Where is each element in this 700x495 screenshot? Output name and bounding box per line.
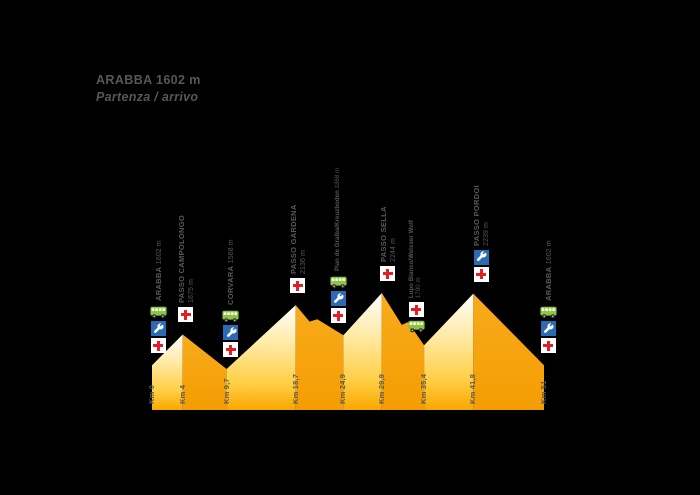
- first-aid-cross-icon: [178, 307, 194, 323]
- waypoint-altitude: 2244 m: [389, 238, 397, 262]
- waypoint-icon-stack: [289, 278, 306, 294]
- profile-face-orange: [381, 293, 425, 410]
- waypoint-label: ARABBA 1602 m: [544, 241, 554, 302]
- km-marker: Km 24,9: [338, 373, 348, 404]
- waypoint-altitude: 1780 m: [416, 277, 423, 299]
- km-marker: Km 9,7: [221, 378, 231, 404]
- shuttle-bus-icon: [539, 305, 557, 319]
- waypoint-name: CORVARA: [226, 265, 236, 305]
- first-aid-cross-icon: [540, 338, 556, 354]
- service-wrench-icon: [540, 321, 556, 337]
- waypoint-name: ARABBA: [153, 266, 163, 302]
- first-aid-cross-icon: [290, 278, 306, 294]
- waypoint-label: PASSO SELLA 2244 m: [379, 206, 398, 262]
- waypoint-label: CORVARA 1568 m: [226, 239, 236, 305]
- first-aid-cross-icon: [473, 266, 489, 282]
- km-marker: Km 51: [539, 380, 548, 404]
- waypoint-altitude: 2136 m: [299, 250, 307, 275]
- waypoint-name: Lupo Bianco/Weisser Wolf: [409, 220, 416, 299]
- waypoint-label: PASSO CAMPOLONGO 1875 m: [177, 215, 196, 303]
- waypoint-icon-stack: [408, 302, 425, 333]
- title-block: ARABBA 1602 m Partenza / arrivo: [96, 72, 201, 106]
- km-marker: Km 18,7: [290, 373, 300, 404]
- shuttle-bus-icon: [149, 305, 167, 319]
- shuttle-bus-icon: [408, 319, 425, 333]
- service-wrench-icon: [150, 321, 166, 337]
- waypoint-label: Plan de Gralba/Kreuzboden 1868 m: [335, 168, 342, 271]
- waypoint-name: PASSO PORDOI: [472, 184, 482, 246]
- service-wrench-icon: [330, 291, 346, 307]
- first-aid-cross-icon: [408, 302, 424, 318]
- waypoint-icon-stack: [379, 266, 396, 281]
- profile-face-light: [343, 293, 382, 410]
- profile-face-orange: [295, 305, 344, 410]
- profile-face-orange: [182, 334, 227, 410]
- waypoint-label: Lupo Bianco/Weisser Wolf 1780 m: [409, 220, 423, 298]
- service-wrench-icon: [473, 249, 489, 265]
- km-marker: Km 29,9: [376, 373, 386, 404]
- waypoint-name: PASSO GARDENA: [288, 204, 298, 275]
- waypoint-icon-stack: [330, 275, 347, 324]
- profile-face-light: [152, 334, 183, 410]
- waypoint-icon-stack: [177, 307, 194, 323]
- waypoint-name: PASSO SELLA: [378, 206, 388, 262]
- km-marker: Km 0: [147, 384, 156, 404]
- profile-face-orange: [473, 293, 544, 410]
- waypoint-name: ARABBA: [543, 266, 553, 302]
- service-wrench-icon: [223, 325, 239, 340]
- km-marker: Km 35,4: [419, 373, 429, 404]
- waypoint-altitude: 1602 m: [155, 240, 163, 265]
- first-aid-cross-icon: [223, 342, 239, 357]
- waypoint-altitude: 1568 m: [228, 239, 236, 264]
- profile-face-light: [226, 305, 296, 410]
- first-aid-cross-icon: [380, 266, 396, 281]
- shuttle-bus-icon: [222, 309, 239, 323]
- waypoint-icon-stack: [222, 309, 239, 357]
- waypoint-label: ARABBA 1602 m: [154, 241, 164, 302]
- waypoint-name: PASSO CAMPOLONGO: [176, 215, 186, 304]
- waypoint-altitude: 1868 m: [334, 168, 341, 189]
- waypoint-icon-stack: [473, 249, 490, 282]
- page-subtitle: Partenza / arrivo: [96, 90, 199, 104]
- waypoint-altitude: 2239 m: [483, 221, 491, 246]
- km-marker: Km 41,8: [468, 373, 478, 404]
- mountain-faces: [152, 293, 544, 410]
- waypoint-name: Plan de Gralba/Kreuzboden: [334, 190, 341, 272]
- waypoint-icon-stack: [539, 305, 557, 354]
- waypoint-altitude: 1602 m: [545, 240, 553, 265]
- km-marker: Km 4: [177, 384, 187, 404]
- waypoint-label: PASSO PORDOI 2239 m: [472, 185, 491, 246]
- waypoint-altitude: 1875 m: [187, 279, 195, 304]
- profile-face-light: [424, 293, 474, 410]
- page-title: ARABBA 1602 m: [96, 73, 201, 87]
- waypoint-label: PASSO GARDENA 2136 m: [289, 205, 308, 275]
- first-aid-cross-icon: [330, 308, 346, 324]
- first-aid-cross-icon: [150, 338, 166, 354]
- waypoint-icon-stack: [149, 305, 167, 354]
- shuttle-bus-icon: [330, 275, 347, 289]
